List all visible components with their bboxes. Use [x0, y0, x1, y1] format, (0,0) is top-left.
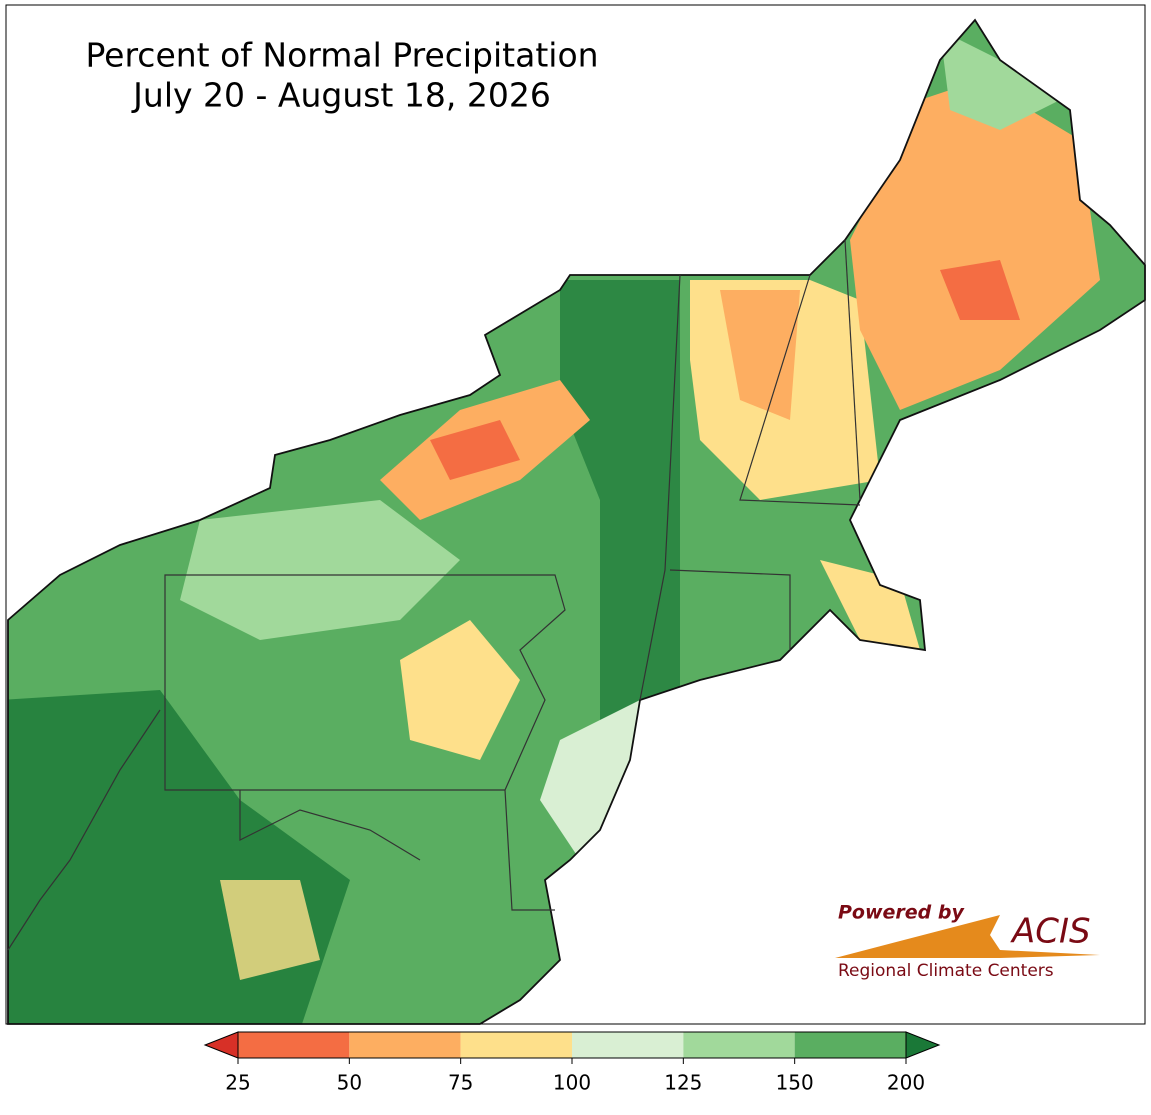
state-border [844, 239, 861, 501]
borders [7, 19, 1146, 1025]
colorbar-segment [794, 1032, 906, 1058]
logo-tagline: Regional Climate Centers [838, 961, 1054, 981]
colorbar-segment [572, 1032, 684, 1058]
colorbar-segment [349, 1032, 461, 1058]
state-border [669, 569, 791, 650]
field-patch [720, 290, 800, 420]
state-border [504, 789, 555, 911]
colorbar-tick-label: 25 [225, 1071, 250, 1095]
state-border [639, 274, 681, 701]
colorbar: 25 50 75 100 125 150 200 [203, 1031, 941, 1095]
colorbar-under [203, 1031, 239, 1059]
field-patch [400, 620, 520, 760]
field-patch [220, 880, 320, 980]
state-border [239, 790, 421, 861]
colorbar-tick-label: 150 [776, 1071, 814, 1095]
colorbar-tick-label: 75 [448, 1071, 473, 1095]
field-patch [560, 280, 680, 720]
colorbar-tick-label: 100 [553, 1071, 591, 1095]
field-patch [180, 500, 460, 640]
colorbar-segment [683, 1032, 795, 1058]
state-border [7, 709, 161, 951]
acis-logo: Powered by ACIS Regional Climate Centers [835, 902, 1100, 981]
colorbar-segment [460, 1032, 572, 1058]
field-patch [430, 420, 520, 480]
state-border [739, 274, 861, 506]
colorbar-tick-label: 125 [664, 1071, 702, 1095]
field-patch [850, 80, 1100, 410]
field-patch [940, 30, 1060, 130]
logo-name: ACIS [1010, 912, 1091, 952]
map-title: Percent of Normal Precipitation [85, 36, 598, 75]
field-patch [940, 260, 1020, 320]
colorbar-over [905, 1031, 941, 1059]
logo-swoosh [835, 915, 1100, 958]
map-subtitle: July 20 - August 18, 2026 [131, 76, 551, 115]
colorbar-tick-label: 50 [337, 1071, 362, 1095]
colorbar-tick-label: 200 [887, 1071, 925, 1095]
logo-powered-by: Powered by [838, 902, 965, 924]
state-border [164, 574, 566, 791]
field-patch [540, 700, 640, 860]
colorbar-segment [238, 1032, 350, 1058]
